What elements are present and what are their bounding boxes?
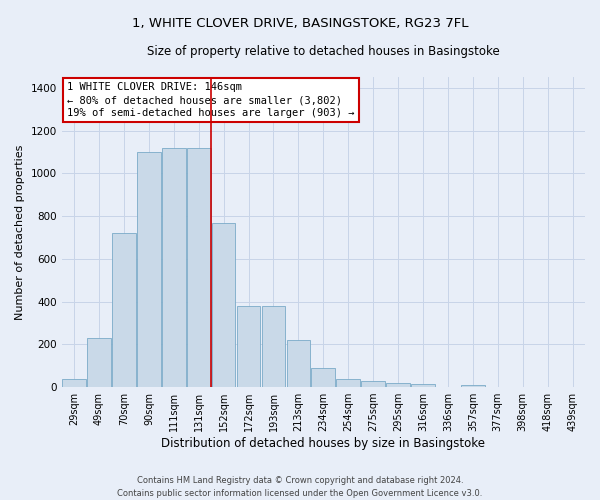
Text: 1 WHITE CLOVER DRIVE: 146sqm
← 80% of detached houses are smaller (3,802)
19% of: 1 WHITE CLOVER DRIVE: 146sqm ← 80% of de… <box>67 82 355 118</box>
Bar <box>262 306 286 387</box>
Bar <box>311 368 335 387</box>
Text: 1, WHITE CLOVER DRIVE, BASINGSTOKE, RG23 7FL: 1, WHITE CLOVER DRIVE, BASINGSTOKE, RG23… <box>132 18 468 30</box>
Bar <box>187 148 211 387</box>
Bar <box>62 378 86 387</box>
Bar <box>461 385 485 387</box>
Bar <box>112 233 136 387</box>
Bar <box>411 384 435 387</box>
Bar <box>287 340 310 387</box>
Bar <box>361 380 385 387</box>
Bar <box>237 306 260 387</box>
Bar <box>212 222 235 387</box>
X-axis label: Distribution of detached houses by size in Basingstoke: Distribution of detached houses by size … <box>161 437 485 450</box>
Bar <box>137 152 161 387</box>
Text: Contains HM Land Registry data © Crown copyright and database right 2024.
Contai: Contains HM Land Registry data © Crown c… <box>118 476 482 498</box>
Bar <box>162 148 185 387</box>
Y-axis label: Number of detached properties: Number of detached properties <box>15 144 25 320</box>
Bar <box>337 378 360 387</box>
Bar <box>386 383 410 387</box>
Title: Size of property relative to detached houses in Basingstoke: Size of property relative to detached ho… <box>147 45 500 58</box>
Bar <box>87 338 111 387</box>
